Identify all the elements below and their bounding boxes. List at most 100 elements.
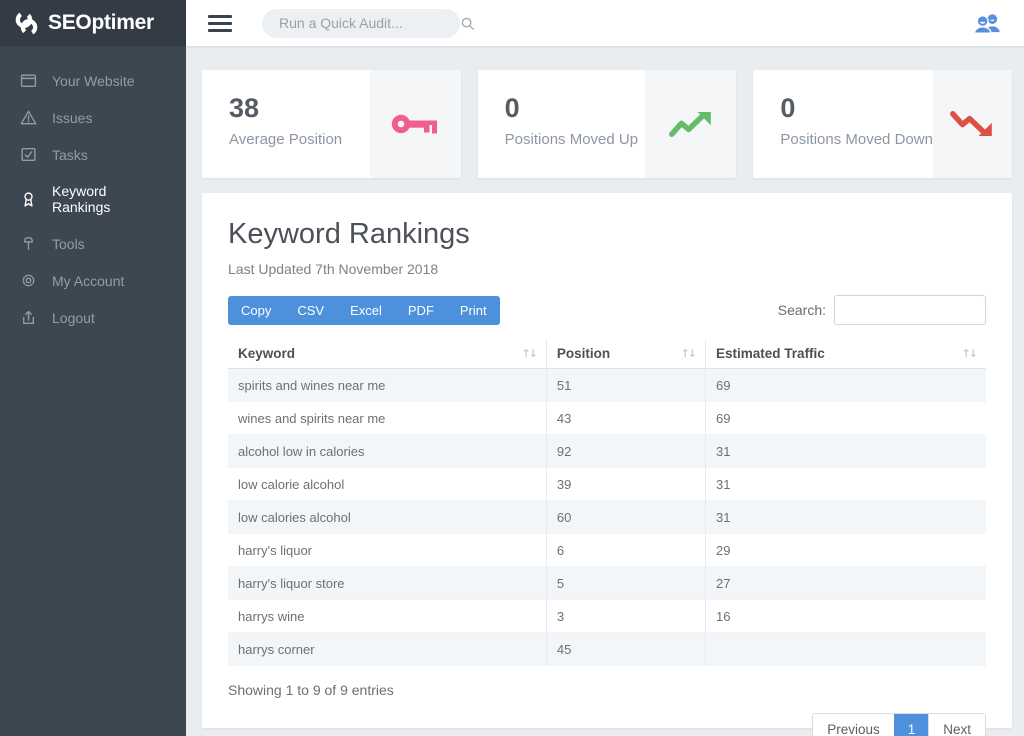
- estimated-traffic-cell: [705, 632, 986, 666]
- seoptimer-logo-icon: [13, 10, 40, 37]
- export-copy-button[interactable]: Copy: [228, 295, 285, 325]
- export-button-group: Copy CSV Excel PDF Print: [228, 295, 500, 325]
- average-position-value: 38: [229, 93, 260, 123]
- positions-down-label: Positions Moved Down: [780, 131, 933, 148]
- table-row: low calorie alcohol 39 31: [228, 467, 986, 501]
- sidebar-nav: Your Website Issues Tasks Keyword Rankings T…: [0, 62, 186, 336]
- search-label: Search:: [777, 302, 826, 318]
- table-row: alcohol low in calories 92 31: [228, 434, 986, 468]
- table-row: wines and spirits near me 43 69: [228, 401, 986, 435]
- sidebar-item-label: My Account: [52, 272, 125, 289]
- position-cell: 3: [545, 599, 706, 633]
- sidebar-item-label: Keyword Rankings: [52, 183, 111, 215]
- sidebar-item-your-website[interactable]: Your Website: [0, 62, 186, 99]
- export-pdf-button[interactable]: PDF: [394, 295, 447, 325]
- table-body: spirits and wines near me 51 69 wines and s…: [228, 368, 986, 666]
- main-area: 38 Average Position: [186, 0, 1024, 736]
- search-icon: [460, 16, 475, 31]
- trend-down-icon: [949, 109, 995, 139]
- quick-audit-input[interactable]: [279, 15, 460, 31]
- estimated-traffic-cell: 27: [705, 566, 986, 600]
- sidebar-item-label: Tasks: [52, 146, 88, 163]
- position-cell: 5: [545, 566, 706, 600]
- position-cell: 51: [545, 368, 706, 402]
- logout-icon: [20, 309, 37, 326]
- topbar: [186, 0, 1024, 46]
- column-header-keyword[interactable]: Keyword ↑↓: [228, 339, 547, 369]
- trend-up-icon: [668, 109, 714, 139]
- account-icon: [20, 272, 37, 289]
- keyword-rankings-table: Keyword ↑↓ Position ↑↓ Estimated Traffic ↑↓ s…: [228, 339, 986, 666]
- export-print-button[interactable]: Print: [446, 295, 500, 325]
- logo[interactable]: SEOptimer: [0, 0, 186, 46]
- sort-icon: ↑↓: [961, 347, 979, 360]
- pagination-next-button[interactable]: Next: [928, 714, 985, 736]
- positions-down-value: 0: [780, 93, 796, 123]
- sidebar-item-tasks[interactable]: Tasks: [0, 136, 186, 173]
- stat-cards: 38 Average Position: [202, 70, 1013, 178]
- pagination-row: Previous 1 Next: [228, 713, 986, 736]
- sidebar-item-label: Issues: [52, 109, 93, 126]
- card-positions-moved-down: 0 Positions Moved Down: [753, 70, 1013, 178]
- keyword-cell: harrys wine: [228, 599, 547, 633]
- estimated-traffic-cell: 31: [705, 434, 986, 468]
- column-header-position[interactable]: Position ↑↓: [545, 339, 706, 369]
- keyword-cell: spirits and wines near me: [228, 368, 547, 402]
- quick-audit-search[interactable]: [262, 8, 474, 38]
- tasks-icon: [20, 146, 37, 163]
- estimated-traffic-cell: 69: [705, 401, 986, 435]
- table-row: harrys wine 3 16: [228, 599, 986, 633]
- last-updated-text: Last Updated 7th November 2018: [228, 261, 439, 277]
- entries-info: Showing 1 to 9 of 9 entries: [228, 682, 394, 698]
- estimated-traffic-cell: 31: [705, 500, 986, 534]
- sidebar-item-label: Logout: [52, 309, 95, 326]
- tools-icon: [20, 235, 37, 252]
- table-row: harry's liquor store 5 27: [228, 566, 986, 600]
- keyword-cell: harrys corner: [228, 632, 547, 666]
- column-header-estimated-traffic[interactable]: Estimated Traffic ↑↓: [705, 339, 986, 369]
- position-cell: 39: [545, 467, 706, 501]
- table-row: harrys corner 45: [228, 632, 986, 666]
- sort-icon: ↑↓: [521, 347, 538, 360]
- keyword-cell: harry's liquor: [228, 533, 547, 567]
- hamburger-menu-icon[interactable]: [208, 11, 232, 36]
- users-icon[interactable]: [973, 12, 1002, 34]
- export-csv-button[interactable]: CSV: [284, 295, 338, 325]
- keyword-cell: alcohol low in calories: [228, 434, 547, 468]
- table-search: Search:: [778, 295, 986, 325]
- pagination-previous-button[interactable]: Previous: [813, 714, 894, 736]
- page-title: Keyword Rankings: [228, 218, 470, 250]
- sidebar-item-tools[interactable]: Tools: [0, 225, 186, 262]
- table-row: low calories alcohol 60 31: [228, 500, 986, 534]
- position-cell: 60: [545, 500, 706, 534]
- table-header-row: Keyword ↑↓ Position ↑↓ Estimated Traffic ↑↓: [228, 339, 986, 369]
- card-average-position: 38 Average Position: [202, 70, 461, 178]
- key-icon: [391, 111, 439, 138]
- column-header-label: Estimated Traffic: [716, 346, 825, 361]
- sidebar-item-my-account[interactable]: My Account: [0, 262, 186, 299]
- sidebar-item-label: Tools: [52, 235, 85, 252]
- logo-text: SEOptimer: [48, 11, 154, 34]
- table-row: spirits and wines near me 51 69: [228, 368, 986, 402]
- table-toolbar: Copy CSV Excel PDF Print Search:: [228, 295, 986, 325]
- position-cell: 92: [545, 434, 706, 468]
- keyword-rankings-icon: [20, 191, 37, 208]
- card-positions-moved-up: 0 Positions Moved Up: [477, 70, 737, 178]
- website-icon: [20, 72, 37, 89]
- sidebar-item-label: Your Website: [52, 72, 135, 89]
- table-row: harry's liquor 6 29: [228, 533, 986, 567]
- pagination-page-1[interactable]: 1: [893, 714, 929, 736]
- keyword-cell: low calorie alcohol: [228, 467, 547, 501]
- issues-icon: [20, 109, 37, 126]
- estimated-traffic-cell: 69: [705, 368, 986, 402]
- sort-icon: ↑↓: [680, 347, 698, 360]
- sidebar-item-logout[interactable]: Logout: [0, 299, 186, 336]
- table-search-input[interactable]: [834, 295, 986, 325]
- sidebar-item-keyword-rankings[interactable]: Keyword Rankings: [0, 173, 186, 225]
- sidebar-item-issues[interactable]: Issues: [0, 99, 186, 136]
- estimated-traffic-cell: 29: [705, 533, 986, 567]
- keyword-cell: low calories alcohol: [228, 500, 547, 534]
- positions-up-label: Positions Moved Up: [504, 131, 639, 148]
- positions-up-value: 0: [504, 93, 520, 123]
- export-excel-button[interactable]: Excel: [337, 295, 395, 325]
